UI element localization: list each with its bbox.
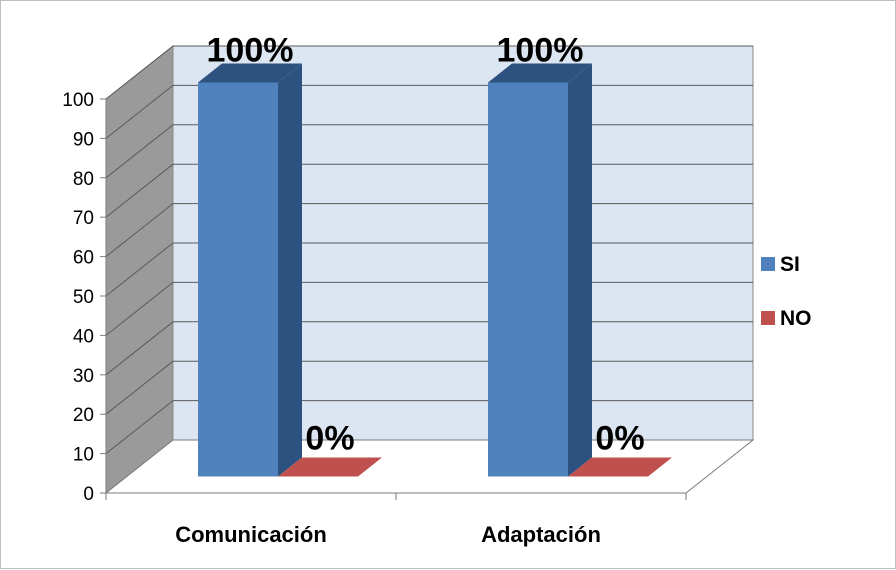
- gridline-side: [105, 282, 174, 336]
- bar-si-side: [568, 63, 592, 477]
- legend-swatch-no: [761, 311, 775, 325]
- y-tick-label: 30: [73, 366, 94, 387]
- y-tick-label: 90: [73, 129, 94, 150]
- axes: 0 10 20 30 40 50 60 70 80 90 100 Comunicación Adapta…: [62, 90, 687, 547]
- legend-label: NO: [780, 307, 812, 330]
- data-label: 100%: [207, 32, 294, 70]
- legend-swatch-si: [761, 257, 775, 271]
- gridline-side: [105, 400, 174, 454]
- gridline-side: [105, 85, 174, 139]
- gridline-side: [105, 360, 174, 415]
- y-tick-label: 0: [83, 484, 94, 505]
- y-tick-label: 50: [73, 287, 94, 308]
- y-tick-label: 40: [73, 326, 94, 347]
- y-tick-label: 80: [73, 169, 94, 190]
- data-label: 100%: [497, 32, 584, 70]
- gridline-side: [105, 163, 174, 218]
- y-tick-label: 70: [73, 208, 94, 229]
- bar-no-top: [568, 457, 672, 477]
- data-label: 0%: [305, 420, 354, 458]
- y-tick-label: 100: [62, 90, 94, 111]
- y-tick-label: 10: [73, 445, 94, 466]
- gridline-side: [105, 321, 174, 376]
- bars: [198, 63, 672, 477]
- bar-si-front: [198, 82, 278, 477]
- legend: SI NO: [761, 253, 812, 330]
- gridline-side: [105, 124, 174, 179]
- y-tick-label: 60: [73, 248, 94, 269]
- y-tick-label: 20: [73, 405, 94, 426]
- data-label: 0%: [595, 420, 644, 458]
- bar-si-top: [488, 63, 592, 83]
- gridline-side: [105, 242, 174, 297]
- category-label: Adaptación: [481, 522, 601, 547]
- bar-si-front: [488, 82, 568, 477]
- bar-si-side: [278, 63, 302, 477]
- legend-label: SI: [780, 253, 800, 276]
- gridline-side: [105, 45, 174, 100]
- category-label: Comunicación: [175, 522, 327, 547]
- bar-no-top: [278, 457, 382, 477]
- bar-si-top: [198, 63, 302, 83]
- gridline-side: [105, 203, 174, 257]
- data-labels: 100% 0% 100% 0%: [207, 32, 645, 458]
